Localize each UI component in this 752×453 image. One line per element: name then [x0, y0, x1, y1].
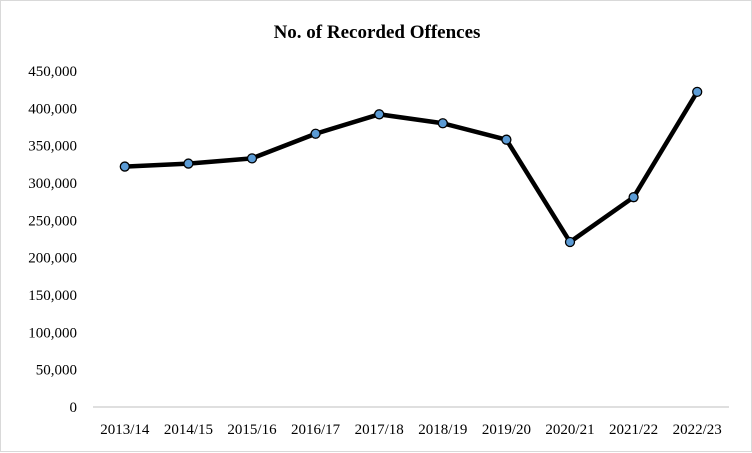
y-tick-label: 100,000	[28, 325, 77, 341]
x-tick-label: 2018/19	[418, 422, 467, 438]
x-tick-label: 2017/18	[355, 422, 404, 438]
x-tick-label: 2020/21	[545, 422, 594, 438]
data-point-2017-18	[374, 109, 385, 120]
x-tick-label: 2022/23	[673, 422, 722, 438]
y-tick-label: 200,000	[28, 251, 77, 267]
data-point-2015-16	[246, 153, 258, 164]
data-point-2018-19	[437, 118, 448, 129]
x-tick-label: 2016/17	[291, 422, 341, 438]
x-tick-label: 2013/14	[100, 422, 150, 438]
data-point-2019-20	[501, 134, 512, 145]
y-tick-label: 450,000	[28, 64, 77, 80]
y-tick-label: 150,000	[28, 288, 77, 304]
y-tick-label: 0	[70, 400, 78, 416]
series-line	[124, 90, 700, 245]
chart-title: No. of Recorded Offences	[274, 22, 481, 43]
data-point-2013-14	[119, 161, 130, 172]
data-point-2022-23	[692, 86, 703, 98]
data-point-2020-21	[564, 236, 576, 248]
data-point-2016-17	[310, 128, 321, 139]
x-tick-label: 2021/22	[609, 422, 658, 438]
y-tick-label: 250,000	[28, 213, 77, 229]
x-tick-label: 2015/16	[227, 422, 277, 438]
y-tick-label: 350,000	[28, 139, 77, 155]
data-point-2014-15	[183, 158, 194, 169]
y-tick-label: 50,000	[36, 363, 77, 379]
x-tick-label: 2014/15	[164, 422, 213, 438]
y-tick-label: 300,000	[28, 176, 77, 192]
y-tick-label: 400,000	[28, 101, 77, 117]
x-tick-label: 2019/20	[482, 422, 531, 438]
data-point-2021-22	[628, 192, 639, 203]
